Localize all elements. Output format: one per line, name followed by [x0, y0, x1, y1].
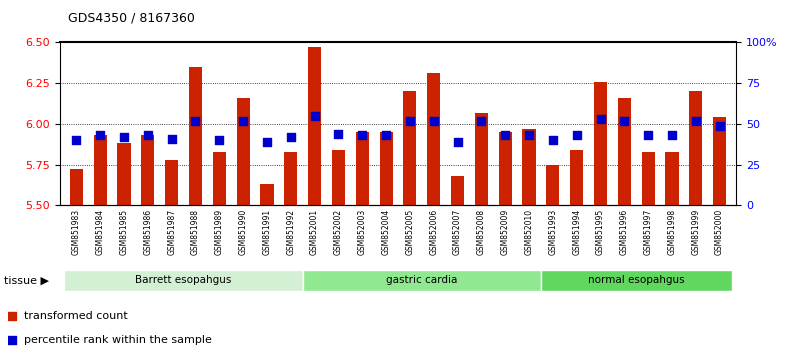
Text: gastric cardia: gastric cardia [386, 275, 458, 285]
Bar [142, 135, 154, 205]
Point [451, 139, 464, 145]
Bar [665, 152, 678, 205]
Point [284, 134, 297, 140]
Bar [475, 113, 488, 205]
Bar [332, 150, 345, 205]
Point [213, 137, 226, 143]
Text: GSM851987: GSM851987 [167, 209, 176, 255]
Point [689, 118, 702, 124]
Point [94, 132, 107, 138]
Bar [689, 91, 702, 205]
Bar [380, 132, 392, 205]
Text: GSM851988: GSM851988 [191, 209, 200, 255]
Point [332, 131, 345, 137]
Text: GSM852008: GSM852008 [477, 209, 486, 255]
Text: percentile rank within the sample: percentile rank within the sample [24, 335, 212, 345]
Point [618, 118, 630, 124]
Text: GSM851991: GSM851991 [263, 209, 271, 255]
FancyBboxPatch shape [302, 270, 541, 291]
Text: GSM851986: GSM851986 [143, 209, 152, 255]
Point [570, 132, 583, 138]
Text: GSM851990: GSM851990 [239, 209, 248, 255]
Text: GSM851985: GSM851985 [119, 209, 128, 255]
Bar [594, 81, 607, 205]
Bar [308, 47, 321, 205]
Point [236, 182, 249, 187]
Text: GSM852001: GSM852001 [310, 209, 319, 255]
FancyBboxPatch shape [64, 270, 302, 291]
Text: Barrett esopahgus: Barrett esopahgus [135, 275, 232, 285]
Text: GSM851992: GSM851992 [287, 209, 295, 255]
Text: tissue ▶: tissue ▶ [4, 275, 49, 286]
Point [166, 136, 178, 141]
Bar [94, 135, 107, 205]
Point [308, 113, 321, 119]
Bar [189, 67, 202, 205]
Bar [427, 73, 440, 205]
Text: transformed count: transformed count [24, 311, 127, 321]
Point [665, 132, 678, 138]
Bar [642, 152, 654, 205]
Bar [713, 118, 726, 205]
Bar [213, 152, 226, 205]
Bar [451, 176, 464, 205]
Text: GSM851996: GSM851996 [620, 209, 629, 255]
Text: GSM852005: GSM852005 [405, 209, 415, 255]
Text: GSM851993: GSM851993 [548, 209, 557, 255]
Bar [618, 98, 631, 205]
Text: GSM852004: GSM852004 [381, 209, 391, 255]
Bar [118, 143, 131, 205]
Text: GSM851994: GSM851994 [572, 209, 581, 255]
Point [70, 137, 83, 143]
Bar [522, 129, 536, 205]
Text: GSM851999: GSM851999 [691, 209, 700, 255]
Text: GSM852010: GSM852010 [525, 209, 533, 255]
Point [475, 118, 488, 124]
Bar [546, 165, 560, 205]
Point [642, 132, 654, 138]
Point [547, 137, 560, 143]
Point [594, 116, 607, 122]
Text: GSM851983: GSM851983 [72, 209, 81, 255]
Point [523, 132, 536, 138]
Bar [165, 160, 178, 205]
Point [118, 134, 131, 140]
Bar [570, 150, 583, 205]
Point [189, 118, 202, 124]
Bar [284, 152, 298, 205]
Bar [236, 98, 250, 205]
Text: GSM851998: GSM851998 [668, 209, 677, 255]
Text: GSM852006: GSM852006 [429, 209, 439, 255]
Text: normal esopahgus: normal esopahgus [588, 275, 685, 285]
Point [713, 123, 726, 129]
Point [236, 118, 249, 124]
Point [356, 132, 369, 138]
Bar [356, 132, 369, 205]
Point [260, 139, 273, 145]
Point [404, 118, 416, 124]
Text: GSM852009: GSM852009 [501, 209, 509, 255]
Bar [70, 170, 83, 205]
Text: GSM851995: GSM851995 [596, 209, 605, 255]
Text: GSM852000: GSM852000 [715, 209, 724, 255]
Point [427, 118, 440, 124]
Text: GSM851997: GSM851997 [644, 209, 653, 255]
Bar [498, 132, 512, 205]
Text: GDS4350 / 8167360: GDS4350 / 8167360 [68, 12, 194, 25]
Point [142, 132, 154, 138]
Text: GSM852002: GSM852002 [334, 209, 343, 255]
FancyBboxPatch shape [541, 270, 732, 291]
Point [380, 132, 392, 138]
Bar [404, 91, 416, 205]
Text: GSM851989: GSM851989 [215, 209, 224, 255]
Text: GSM852003: GSM852003 [357, 209, 367, 255]
Bar [260, 184, 274, 205]
Text: GSM851984: GSM851984 [96, 209, 105, 255]
Point [499, 132, 512, 138]
Text: GSM852007: GSM852007 [453, 209, 462, 255]
